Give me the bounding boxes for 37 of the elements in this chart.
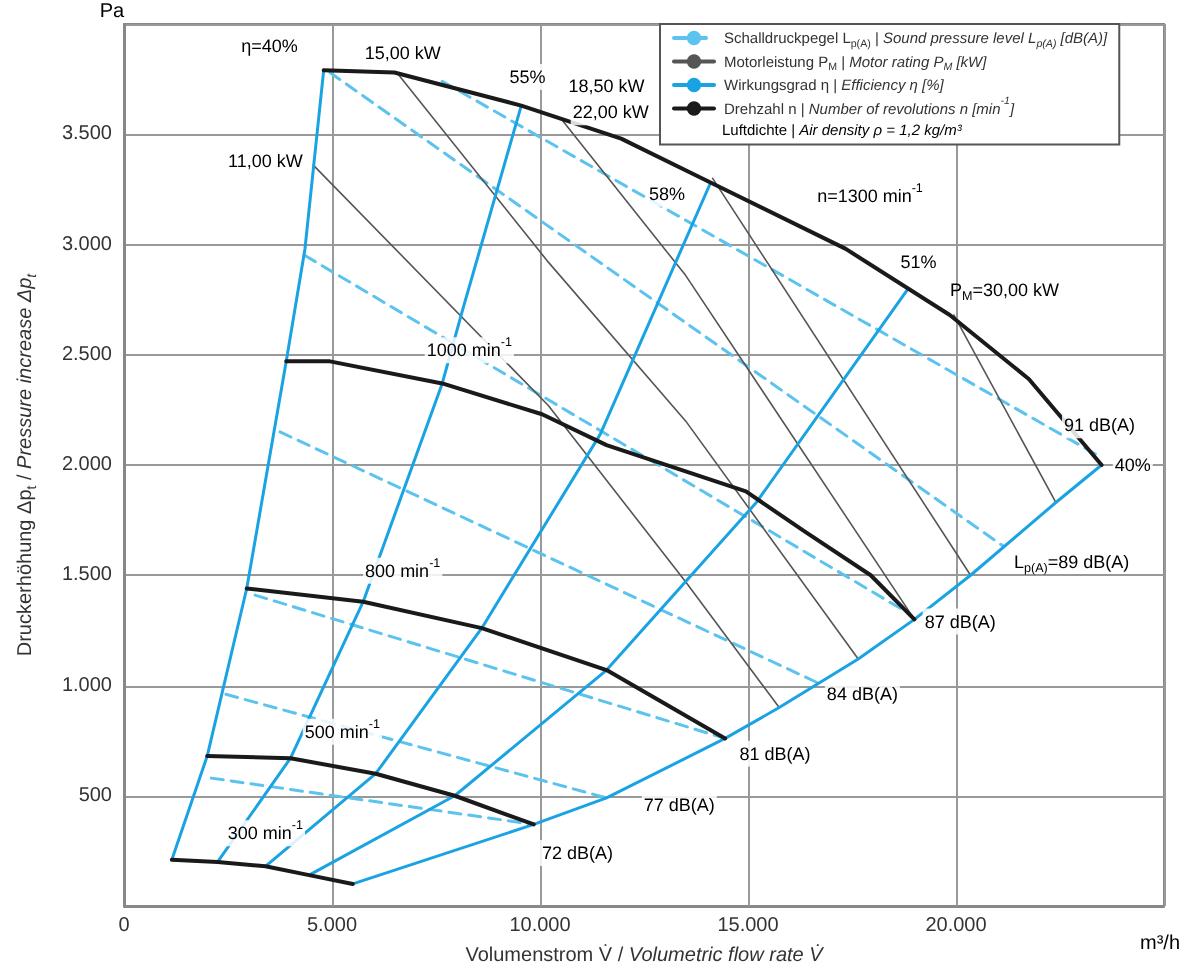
annotation: 55% [509,66,546,87]
line-series [216,104,523,864]
line-series [312,164,780,709]
text: Pa [99,1,126,23]
line-series [169,857,355,886]
text: m³/h [1140,933,1180,955]
annotation: 18,50 kW [568,75,646,96]
annotation: 87 dB(A) [924,611,996,632]
annotation: 58% [648,183,685,204]
annotation: 22,00 kW [572,102,650,123]
annotation: 77 dB(A) [643,794,715,815]
line-series [263,181,713,868]
line-series [205,754,536,827]
annotation: 91 dB(A) [1063,415,1136,436]
x-tick-label: 10.000 [509,915,572,937]
line-series [307,287,910,877]
x-tick-label: 20.000 [925,915,988,937]
x-axis-title: Volumenstrom V̇ / Volumetric flow rate V̇ [465,943,826,967]
x-tick-label: 5.000 [306,915,358,937]
y-tick-label: 2.000 [61,454,113,476]
line-series [284,359,917,622]
annotation: 81 dB(A) [739,743,811,764]
y-tick-label: 1.000 [61,674,113,697]
annotation: 84 dB(A) [826,684,898,705]
y-tick-label: 2.500 [61,343,113,366]
annotation: η=40% [241,36,298,57]
annotation: 51% [900,252,937,273]
annotation: 15,00 kW [364,42,442,63]
y-tick-label: 1.500 [61,564,113,587]
annotation: 11,00 kW [228,150,304,171]
y-tick-label: 3.500 [61,123,113,146]
y-tick-label: 500 [78,784,113,807]
x-tick-label: 0 [118,915,131,937]
y-tick-label: 3.000 [61,233,113,256]
x-tick-label: 15.000 [717,915,780,937]
annotation: 40% [1114,455,1151,475]
annotation: 72 dB(A) [541,843,613,864]
